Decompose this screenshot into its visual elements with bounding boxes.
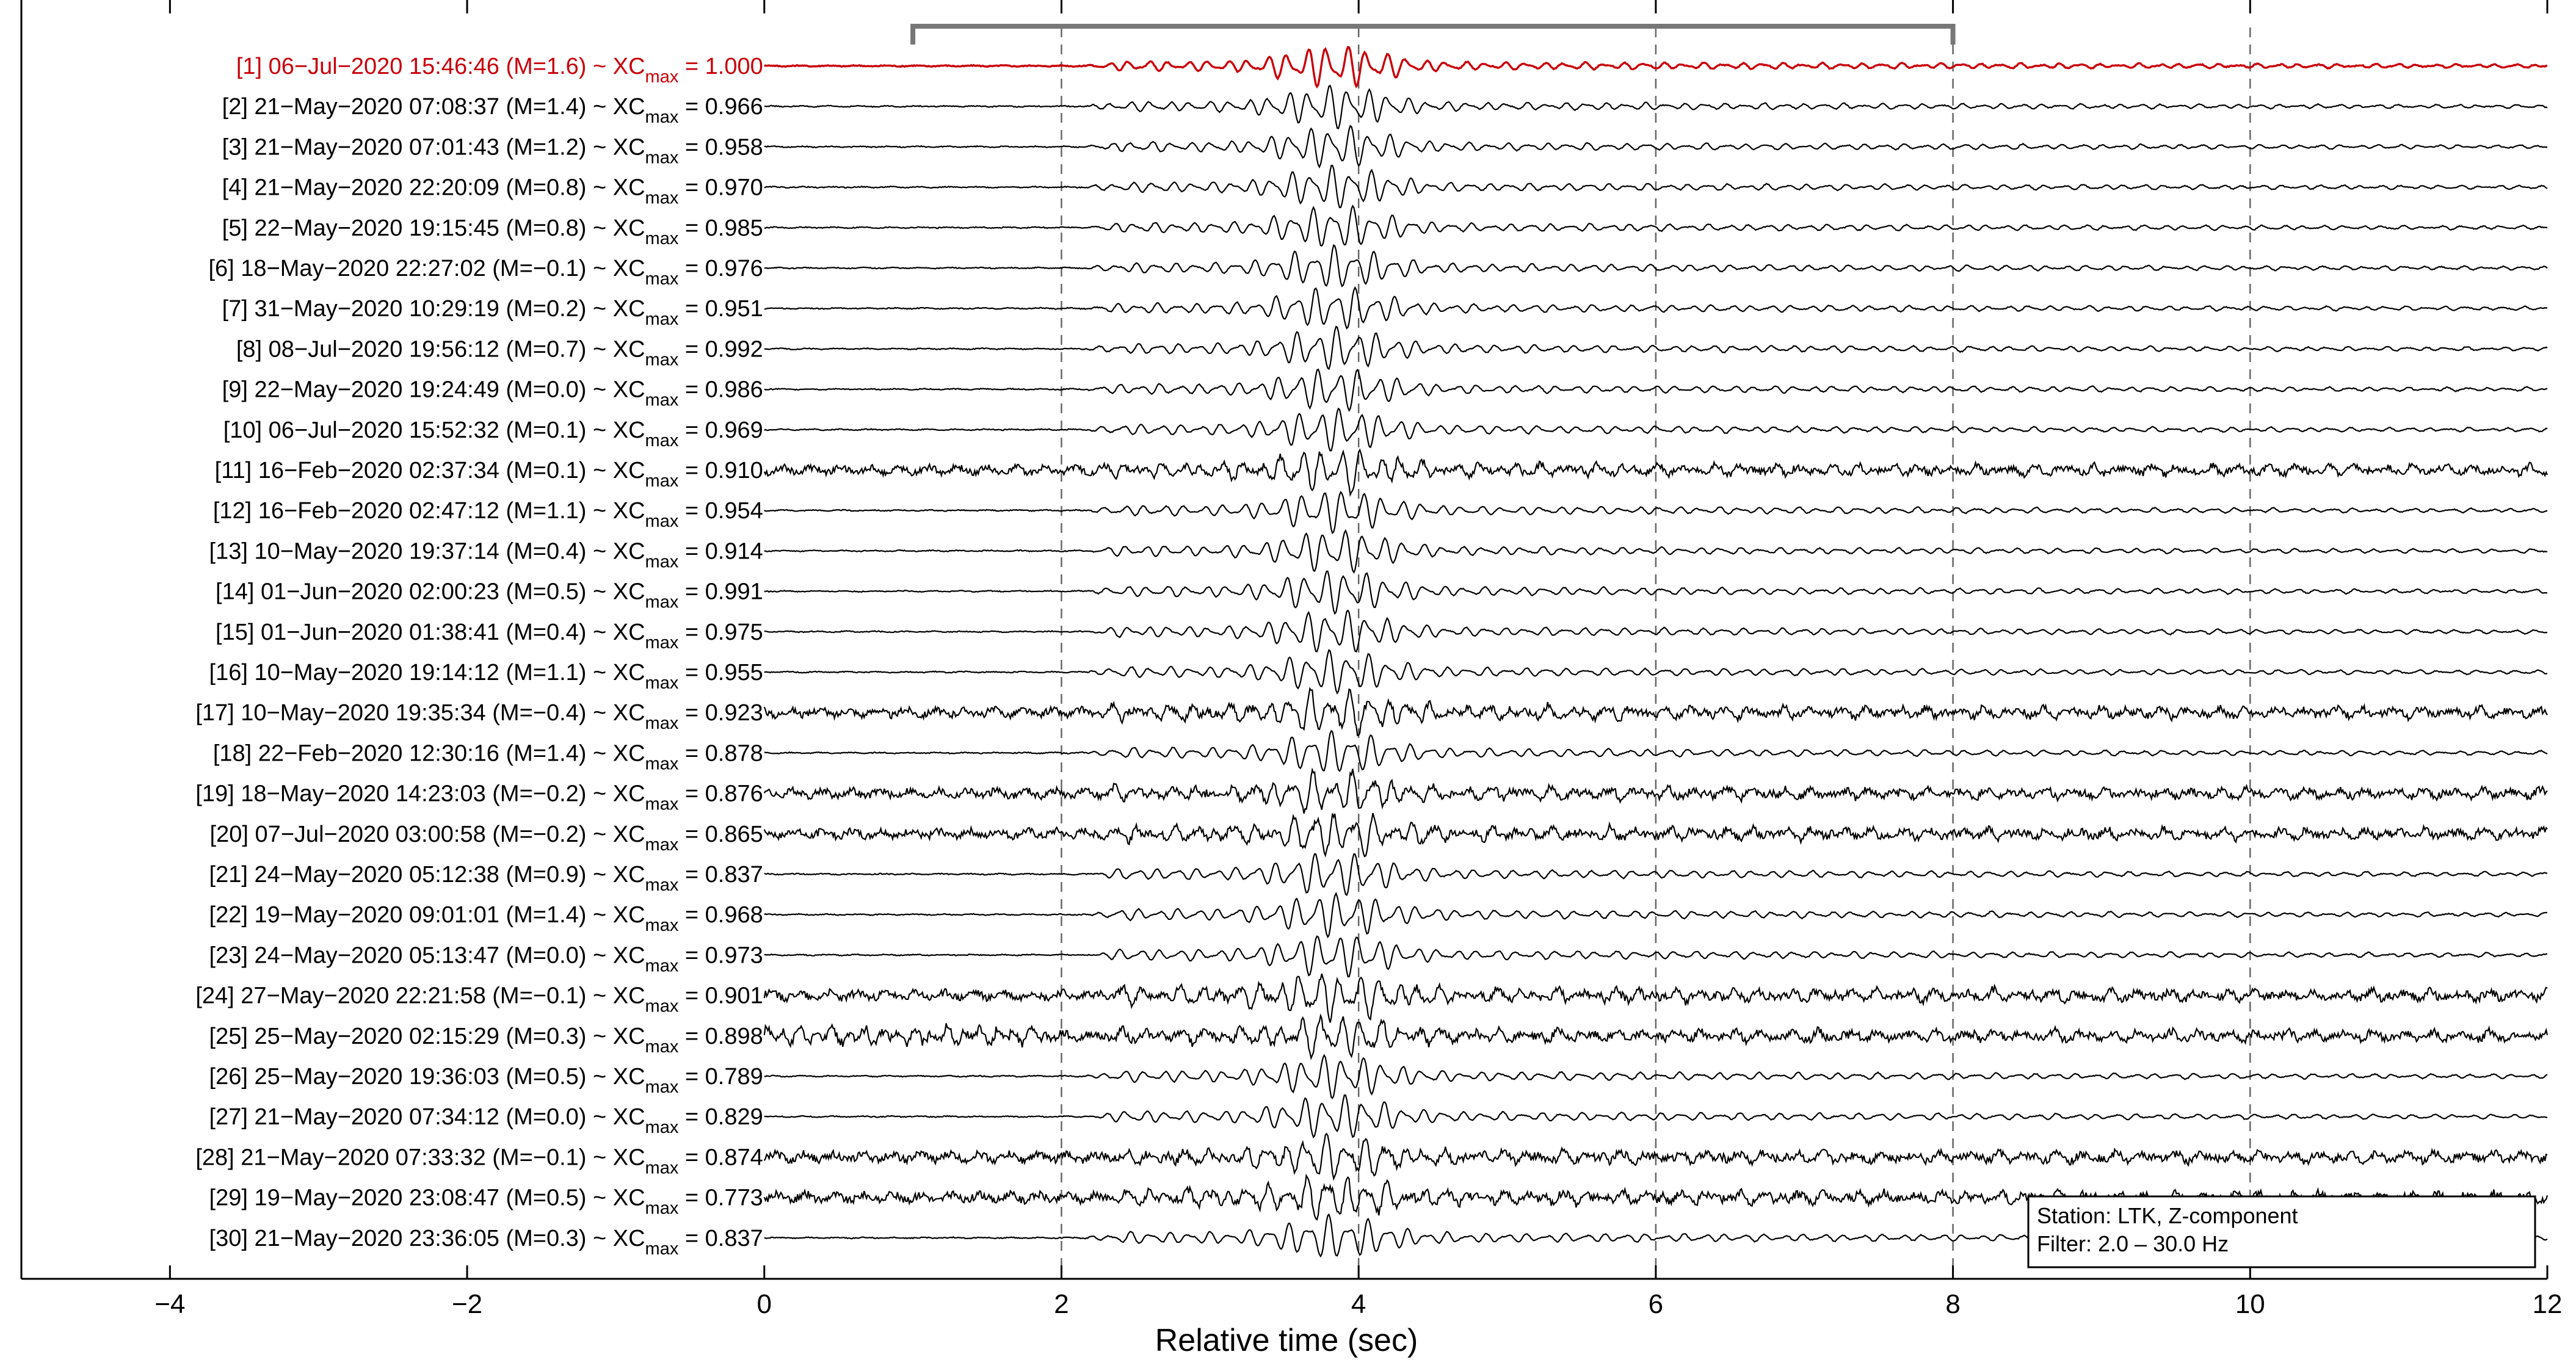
trace-label: [3] 21−May−2020 07:01:43 (M=1.2) ~ XCmax…	[222, 134, 763, 167]
waveform-trace	[764, 125, 2548, 169]
waveform-trace	[764, 891, 2547, 939]
waveform-trace	[763, 973, 2548, 1023]
waveform-trace	[763, 687, 2548, 737]
x-axis-title: Relative time (sec)	[1155, 1323, 1418, 1358]
waveform-trace	[764, 1094, 2548, 1139]
legend-box: Station: LTK, Z-component Filter: 2.0 – …	[2027, 1195, 2536, 1268]
waveform-trace	[764, 570, 2548, 615]
trace-label: [5] 22−May−2020 19:15:45 (M=0.8) ~ XCmax…	[222, 215, 763, 248]
x-tick-label: 8	[1945, 1289, 1960, 1319]
waveform-trace	[764, 853, 2548, 897]
trace-label: [9] 22−May−2020 19:24:49 (M=0.0) ~ XCmax…	[222, 377, 763, 410]
trace-label: [10] 06−Jul−2020 15:52:32 (M=0.1) ~ XCma…	[223, 418, 763, 450]
trace-label: [24] 27−May−2020 22:21:58 (M=−0.1) ~ XCm…	[195, 983, 763, 1016]
waveform-trace	[763, 448, 2548, 497]
waveform-trace	[764, 609, 2548, 653]
waveform-trace	[764, 649, 2548, 695]
waveform-trace	[763, 1132, 2548, 1181]
waveform-trace	[764, 164, 2548, 209]
waveform-trace	[764, 244, 2548, 288]
legend-line-filter: Filter: 2.0 – 30.0 Hz	[2037, 1231, 2229, 1256]
trace-label: [25] 25−May−2020 02:15:29 (M=0.3) ~ XCma…	[209, 1024, 763, 1057]
trace-label: [1] 06−Jul−2020 15:46:46 (M=1.6) ~ XCmax…	[236, 54, 763, 87]
trace-label: [4] 21−May−2020 22:20:09 (M=0.8) ~ XCmax…	[222, 175, 763, 208]
trace-label: [12] 16−Feb−2020 02:47:12 (M=1.1) ~ XCma…	[213, 498, 763, 531]
window-bracket	[910, 24, 1956, 45]
trace-labels: [1] 06−Jul−2020 15:46:46 (M=1.6) ~ XCmax…	[195, 54, 763, 1259]
x-tick-label: 6	[1649, 1289, 1663, 1319]
waveform-trace	[764, 286, 2548, 330]
trace-label: [11] 16−Feb−2020 02:37:34 (M=0.1) ~ XCma…	[215, 458, 763, 491]
x-tick-label: −2	[452, 1289, 482, 1319]
waveform-trace	[763, 812, 2548, 858]
x-tick-label: 0	[757, 1289, 772, 1319]
trace-label: [15] 01−Jun−2020 01:38:41 (M=0.4) ~ XCma…	[216, 620, 763, 653]
waveform-trace	[763, 1013, 2549, 1060]
trace-label: [30] 21−May−2020 23:36:05 (M=0.3) ~ XCma…	[209, 1226, 763, 1259]
vertical-gridlines	[1061, 27, 2251, 1279]
waveform-trace	[764, 368, 2548, 412]
trace-label: [28] 21−May−2020 07:33:32 (M=−0.1) ~ XCm…	[195, 1145, 763, 1177]
x-tick-label: 12	[2533, 1289, 2563, 1319]
trace-label: [27] 21−May−2020 07:34:12 (M=0.0) ~ XCma…	[209, 1104, 763, 1137]
waveform-trace	[764, 407, 2548, 452]
trace-label: [26] 25−May−2020 19:36:03 (M=0.5) ~ XCma…	[209, 1064, 763, 1097]
trace-label: [14] 01−Jun−2020 02:00:23 (M=0.5) ~ XCma…	[216, 579, 763, 612]
waveform-trace	[764, 729, 2548, 772]
trace-label: [17] 10−May−2020 19:35:34 (M=−0.4) ~ XCm…	[195, 700, 763, 733]
trace-label: [7] 31−May−2020 10:29:19 (M=0.2) ~ XCmax…	[222, 296, 763, 329]
trace-label: [6] 18−May−2020 22:27:02 (M=−0.1) ~ XCma…	[208, 256, 763, 289]
x-tick-label: −4	[154, 1289, 185, 1319]
legend-line-station: Station: LTK, Z-component	[2037, 1203, 2298, 1228]
trace-label: [18] 22−Feb−2020 12:30:16 (M=1.4) ~ XCma…	[213, 740, 763, 773]
x-tick-label: 2	[1054, 1289, 1068, 1319]
trace-label: [2] 21−May−2020 07:08:37 (M=1.4) ~ XCmax…	[222, 94, 763, 127]
x-axis: −4 −2 0 2 4 6 8 10 12	[20, 0, 2563, 1319]
trace-label: [16] 10−May−2020 19:14:12 (M=1.1) ~ XCma…	[209, 660, 763, 693]
trace-label: [20] 07−Jul−2020 03:00:58 (M=−0.2) ~ XCm…	[210, 822, 763, 855]
trace-stack	[763, 46, 2549, 1258]
trace-label: [23] 24−May−2020 05:13:47 (M=0.0) ~ XCma…	[209, 942, 763, 975]
trace-label: [13] 10−May−2020 19:37:14 (M=0.4) ~ XCma…	[209, 538, 763, 571]
x-tick-label: 4	[1351, 1289, 1366, 1319]
waveform-trace	[763, 46, 2548, 89]
waveform-trace	[764, 325, 2548, 371]
waveform-trace	[764, 935, 2548, 978]
trace-label: [29] 19−May−2020 23:08:47 (M=0.5) ~ XCma…	[209, 1185, 763, 1218]
waveform-trace	[764, 529, 2548, 574]
trace-label: [19] 18−May−2020 14:23:03 (M=−0.2) ~ XCm…	[195, 781, 763, 814]
waveform-trace	[763, 767, 2548, 814]
waveform-trace	[764, 490, 2548, 535]
x-tick-label: 10	[2235, 1289, 2265, 1319]
window-bracket-line	[910, 24, 1956, 45]
waveform-trace	[764, 84, 2548, 129]
legend-frame	[2027, 1195, 2536, 1268]
trace-label: [21] 24−May−2020 05:12:38 (M=0.9) ~ XCma…	[209, 862, 763, 895]
trace-label: [8] 08−Jul−2020 19:56:12 (M=0.7) ~ XCmax…	[236, 336, 763, 369]
waveform-trace	[764, 1054, 2548, 1099]
waveform-trace	[764, 204, 2548, 247]
trace-label: [22] 19−May−2020 09:01:01 (M=1.4) ~ XCma…	[209, 902, 763, 935]
